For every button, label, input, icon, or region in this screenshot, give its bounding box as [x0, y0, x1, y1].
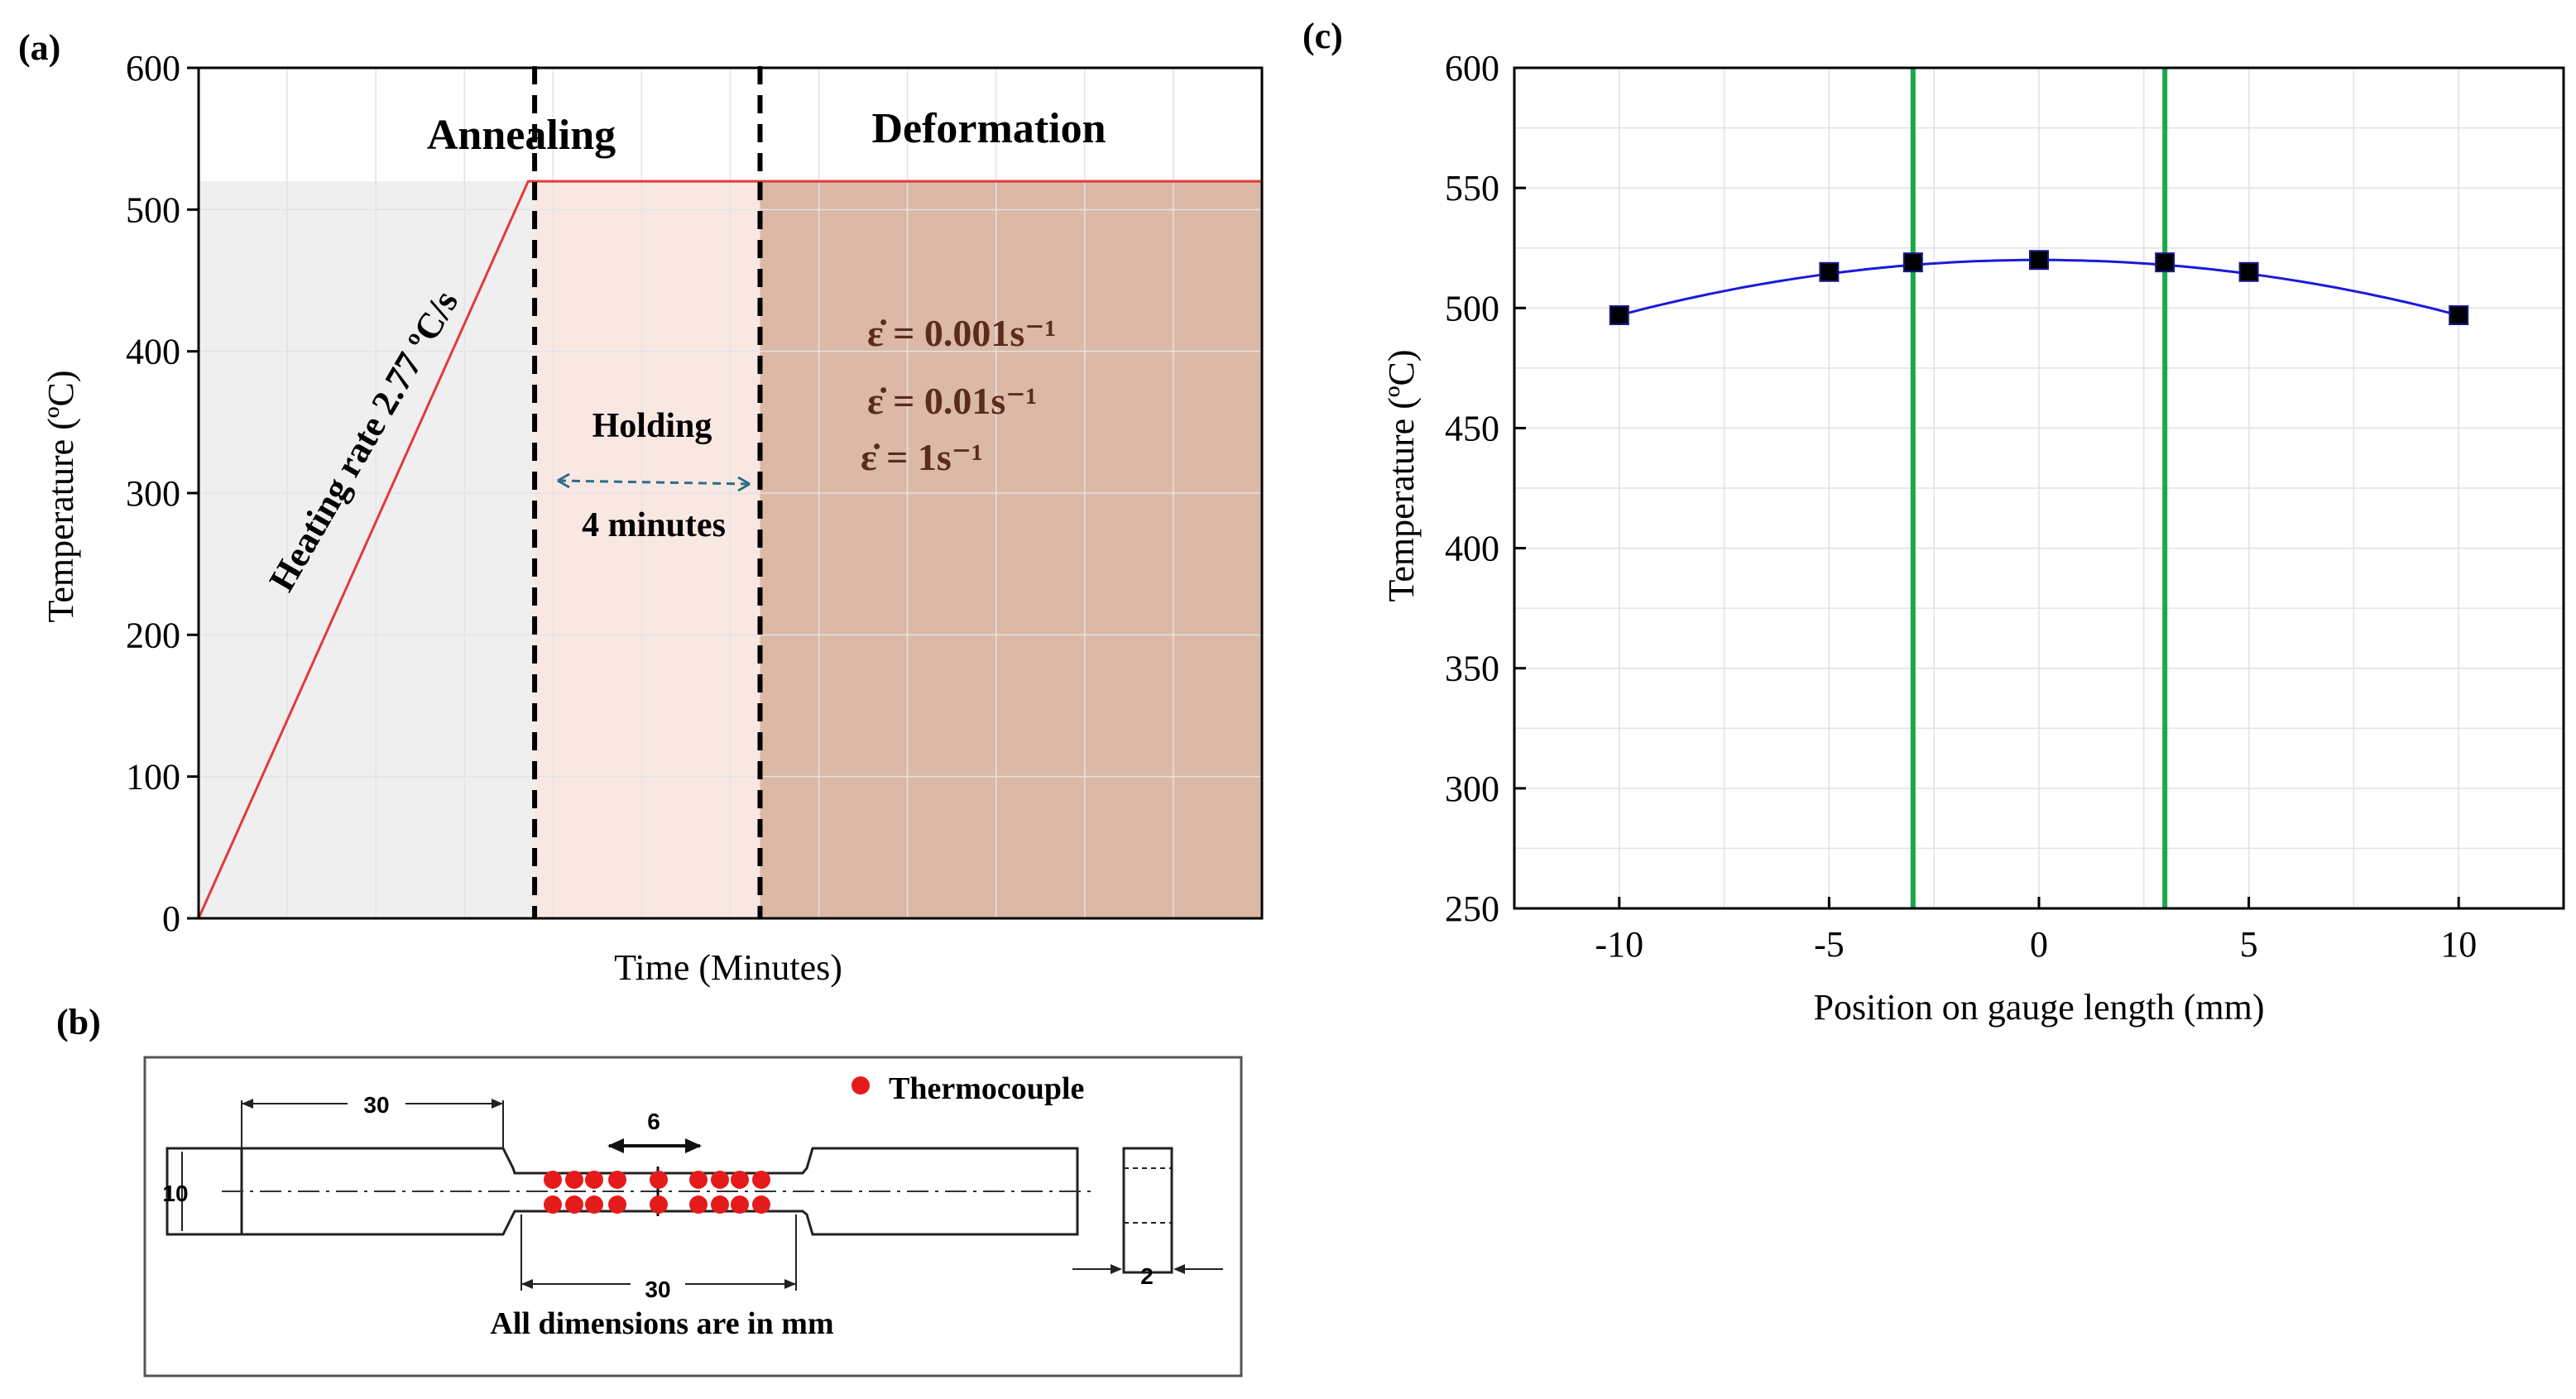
grid-a [199, 68, 1262, 918]
thermocouple-marker [565, 1195, 583, 1214]
data-point [2029, 250, 2049, 271]
specimen-side-view [1122, 1147, 1173, 1274]
thermocouple-marker [711, 1171, 729, 1189]
specimen-diagram: Thermocouple 30 10 6 30 All dimensions a… [143, 1056, 1243, 1377]
thermocouple-marker [544, 1195, 562, 1214]
y-tick-label: 400 [126, 332, 180, 372]
thermocouple-marker [689, 1171, 708, 1189]
y-tick-label: 450 [1445, 408, 1499, 448]
data-point [2449, 304, 2469, 325]
x-tick-label: 10 [2440, 924, 2477, 965]
y-tick-label: 400 [1445, 529, 1499, 569]
thermocouple-legend-marker [851, 1076, 870, 1095]
chart-a: 0 100 200 300 400 500 600 Annealing Deformatio… [41, 48, 1264, 988]
x-axis-label-a: Time (Minutes) [614, 947, 842, 988]
dim-thickness: 2 [1140, 1263, 1154, 1289]
dim-gauge-length: 30 [645, 1277, 670, 1302]
deformation-region-fill [760, 181, 1262, 919]
thickness-arrow-right [1173, 1264, 1185, 1274]
annealing-label: Annealing [427, 112, 616, 159]
thermocouple-marker [689, 1195, 708, 1214]
dim-width: 10 [162, 1181, 188, 1206]
x-tick-label: -10 [1595, 924, 1643, 965]
x-tick-label: 5 [2240, 924, 2258, 965]
x-axis-label-c: Position on gauge length (mm) [1813, 987, 2264, 1028]
gauge-boundary-lines [1910, 68, 2168, 908]
panel-label-c: (c) [1302, 16, 1343, 56]
dogbone-specimen-outline [165, 1147, 1079, 1236]
y-tick-label: 100 [126, 757, 180, 798]
thermocouple-marker [608, 1195, 626, 1214]
y-tick-label: 500 [126, 189, 180, 230]
y-tick-label: 0 [162, 898, 180, 939]
holding-arrow-heads [557, 472, 751, 492]
y-tick-label: 300 [126, 473, 180, 514]
dim-grip-bg [348, 1089, 405, 1117]
data-point [2238, 261, 2259, 282]
plot-frame-a [197, 66, 1264, 920]
holding-duration-label: 4 minutes [582, 506, 726, 544]
y-tick-label: 250 [1445, 889, 1499, 929]
x-tick-label: 0 [2030, 924, 2048, 965]
y-tick-label: 300 [1445, 769, 1499, 809]
data-points-c [1609, 250, 2469, 325]
data-point [1819, 261, 1840, 282]
x-ticks-c: -10 -5 0 5 10 [1595, 897, 2477, 965]
deformation-label: Deformation [871, 105, 1106, 152]
panel-label-a: (a) [18, 27, 60, 68]
temperature-profile-line [197, 180, 1262, 919]
thermocouple-marker [544, 1171, 562, 1189]
thermocouple-marker [585, 1195, 603, 1214]
chart-c: 250 300 350 400 450 500 550 600 -10 -5 0 5 10 Posit… [1381, 48, 2565, 1028]
y-tick-label: 500 [1445, 288, 1499, 328]
y-tick-label: 350 [1445, 649, 1499, 689]
strain-rate-label-2: ε̇ = 0.01s⁻¹ [867, 380, 1037, 422]
thermocouple-marker [752, 1195, 770, 1214]
thermocouple-marker [731, 1195, 749, 1214]
thickness-arrow-left [1111, 1264, 1122, 1274]
thermocouple-marker [752, 1171, 770, 1189]
dimension-caption: All dimensions are in mm [490, 1306, 833, 1341]
strain-rate-label-3: ε̇ = 1s⁻¹ [861, 436, 983, 478]
thermocouple-marker [608, 1171, 626, 1189]
dim-gauge-bg [631, 1274, 685, 1302]
strain-rate-label-1: ε̇ = 0.001s⁻¹ [867, 312, 1056, 354]
x-tick-label: -5 [1814, 924, 1844, 965]
diagram-frame [143, 1056, 1243, 1377]
thermocouple-marker [711, 1195, 729, 1214]
y-tick-label: 600 [1445, 48, 1499, 89]
thermocouple-marker [585, 1171, 603, 1189]
y-axis-label-c: Temperature (ºC) [1381, 350, 1422, 602]
y-axis-label-a: Temperature (ºC) [41, 371, 81, 623]
data-point [2155, 252, 2175, 273]
dim-grip-length: 30 [363, 1092, 389, 1118]
thermocouple-marker [650, 1171, 668, 1189]
y-ticks-c: 250 300 350 400 450 500 550 600 [1445, 48, 1526, 929]
holding-duration-arrow [557, 479, 751, 486]
y-ticks-a: 0 100 200 300 400 500 600 [126, 48, 199, 939]
holding-region-fill [535, 181, 760, 919]
thermocouple-marker [731, 1171, 749, 1189]
y-tick-label: 200 [126, 615, 180, 655]
thermocouple-marker [650, 1195, 668, 1214]
panel-label-b: (b) [56, 1002, 101, 1042]
data-point [1609, 304, 1629, 325]
data-point [1902, 252, 1923, 273]
thermocouple-marker [565, 1171, 583, 1189]
thermocouple-array [544, 1171, 770, 1214]
dim-gauge-span: 6 [647, 1109, 660, 1134]
thermocouple-legend-label: Thermocouple [889, 1071, 1084, 1106]
holding-label: Holding [592, 407, 712, 445]
y-tick-label: 550 [1445, 168, 1499, 208]
y-tick-label: 600 [126, 48, 180, 89]
